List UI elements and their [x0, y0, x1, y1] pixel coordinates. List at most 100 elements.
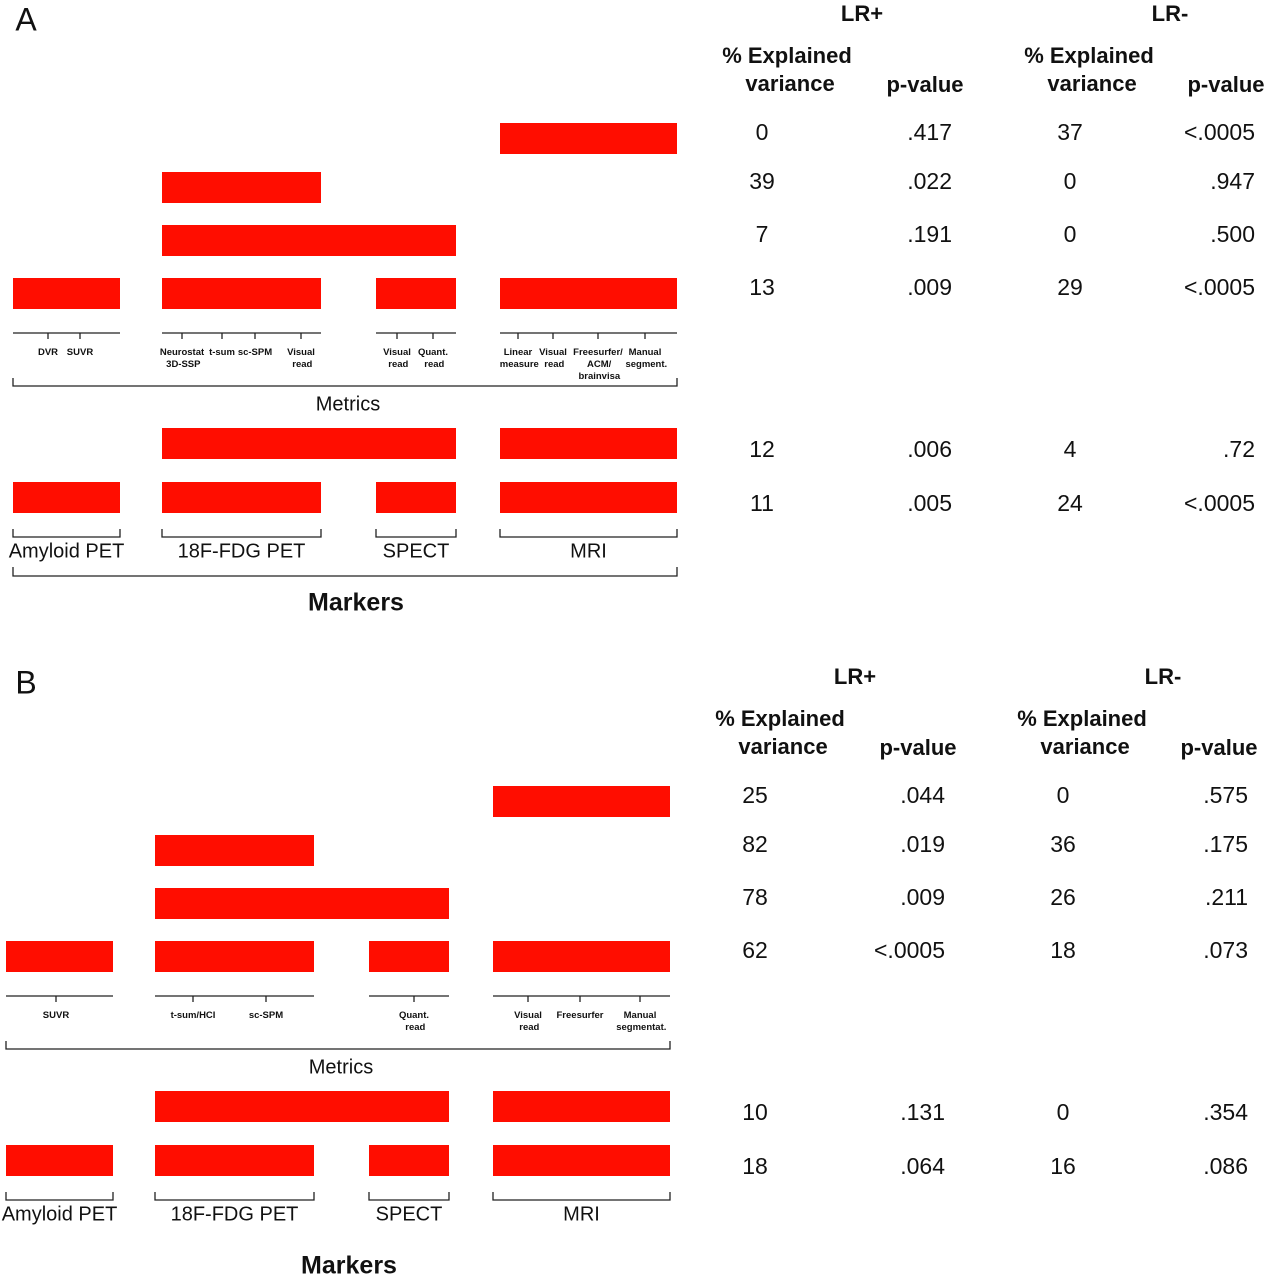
metric-label: Visual read [539, 347, 567, 370]
metric-label: Visual read [287, 347, 315, 370]
marker-bar [500, 482, 677, 513]
metric-label: Quant. read [399, 1010, 429, 1033]
marker-bracket [375, 529, 457, 538]
header-lr-minus: LR- [1145, 664, 1182, 689]
lr-minus-variance: 4 [1064, 436, 1077, 462]
header-lr-plus: LR+ [834, 664, 876, 689]
metric-label: Visual read [383, 347, 411, 370]
header-variance: % Explained variance [722, 43, 852, 96]
panel-label: A [15, 1, 37, 37]
header-variance: % Explained variance [1017, 706, 1147, 759]
lr-minus-variance: 0 [1064, 221, 1077, 247]
markers-title: Markers [308, 589, 404, 617]
lr-plus-variance: 10 [742, 1099, 768, 1125]
marker-bar [155, 1091, 449, 1122]
metric-label: t-sum/HCI [171, 1010, 216, 1021]
lr-minus-p: .575 [1203, 782, 1248, 808]
metric-label: sc-SPM [238, 347, 272, 358]
metric-label: Freesurfer/ ACM/ brainvisa [573, 347, 623, 382]
lr-minus-variance: 0 [1057, 1099, 1070, 1125]
header-p-value: p-value [879, 735, 956, 760]
marker-bar [155, 941, 314, 972]
marker-bar [376, 482, 456, 513]
lr-plus-p: .005 [907, 490, 952, 516]
lr-plus-p: .044 [900, 782, 945, 808]
metric-label: Freesurfer [557, 1010, 604, 1021]
marker-bar [493, 1145, 670, 1176]
header-p-value: p-value [1187, 72, 1264, 97]
marker-bracket [161, 529, 322, 538]
marker-bar [162, 428, 456, 459]
lr-plus-variance: 25 [742, 782, 768, 808]
lr-plus-variance: 82 [742, 831, 768, 857]
marker-label: SPECT [383, 540, 450, 562]
lr-minus-p: .211 [1205, 884, 1248, 910]
marker-bracket [499, 529, 678, 538]
marker-bar [6, 1145, 113, 1176]
lr-plus-variance: 0 [756, 119, 769, 145]
marker-bracket [492, 1192, 671, 1201]
metric-label: sc-SPM [249, 1010, 283, 1021]
metric-label: Manual segment. [623, 347, 667, 370]
lr-plus-p: .006 [907, 436, 952, 462]
lr-minus-p: .947 [1210, 168, 1255, 194]
metric-label: Neurostat 3D-SSP [160, 347, 205, 370]
metric-label: DVR [38, 347, 58, 358]
marker-bar [162, 225, 456, 256]
lr-plus-p: .009 [907, 274, 952, 300]
lr-minus-p: .073 [1203, 937, 1248, 963]
lr-plus-variance: 12 [749, 436, 775, 462]
lr-minus-p: .175 [1203, 831, 1248, 857]
marker-bar [13, 482, 120, 513]
lr-plus-variance: 62 [742, 937, 768, 963]
lr-minus-p: .086 [1203, 1153, 1248, 1179]
lr-plus-variance: 11 [750, 490, 774, 516]
header-variance: % Explained variance [1024, 43, 1154, 96]
marker-bar [155, 888, 449, 919]
lr-minus-p: .354 [1203, 1099, 1248, 1125]
metric-label: SUVR [67, 347, 94, 358]
header-variance: % Explained variance [715, 706, 845, 759]
marker-bracket [154, 1192, 315, 1201]
marker-bar [493, 941, 670, 972]
lr-minus-p: <.0005 [1184, 490, 1255, 516]
lr-plus-variance: 18 [742, 1153, 768, 1179]
metric-label: Manual segmentat. [614, 1010, 667, 1033]
metrics-title: Metrics [309, 1056, 373, 1078]
lr-minus-variance: 0 [1064, 168, 1077, 194]
marker-bar [369, 1145, 449, 1176]
lr-plus-p: .131 [900, 1099, 945, 1125]
lr-plus-variance: 7 [756, 221, 769, 247]
panel-label: B [15, 664, 36, 700]
marker-bar [162, 278, 321, 309]
header-p-value: p-value [886, 72, 963, 97]
lr-minus-variance: 18 [1050, 937, 1076, 963]
lr-plus-p: .009 [900, 884, 945, 910]
lr-plus-p: .417 [907, 119, 952, 145]
markers-bracket [12, 567, 678, 577]
header-lr-plus: LR+ [841, 1, 883, 26]
lr-plus-p: .191 [907, 221, 952, 247]
marker-label: SPECT [376, 1203, 443, 1225]
metric-label: Quant. read [418, 347, 448, 370]
marker-label: MRI [563, 1203, 600, 1225]
marker-bar [493, 1091, 670, 1122]
marker-bar [369, 941, 449, 972]
marker-bar [162, 482, 321, 513]
lr-plus-p: .064 [900, 1153, 945, 1179]
lr-plus-variance: 39 [749, 168, 775, 194]
metrics-bracket [12, 378, 678, 387]
markers-title: Markers [301, 1252, 397, 1280]
marker-bracket [5, 1192, 114, 1201]
metric-label: SUVR [43, 1010, 70, 1021]
lr-minus-p: <.0005 [1184, 119, 1255, 145]
lr-minus-variance: 37 [1057, 119, 1083, 145]
marker-bar [493, 786, 670, 817]
lr-plus-variance: 13 [749, 274, 775, 300]
metric-label: t-sum [209, 347, 235, 358]
lr-plus-p: .022 [907, 168, 952, 194]
marker-label: MRI [570, 540, 607, 562]
marker-label: 18F-FDG PET [178, 540, 306, 562]
lr-minus-variance: 26 [1050, 884, 1076, 910]
marker-bar [155, 835, 314, 866]
